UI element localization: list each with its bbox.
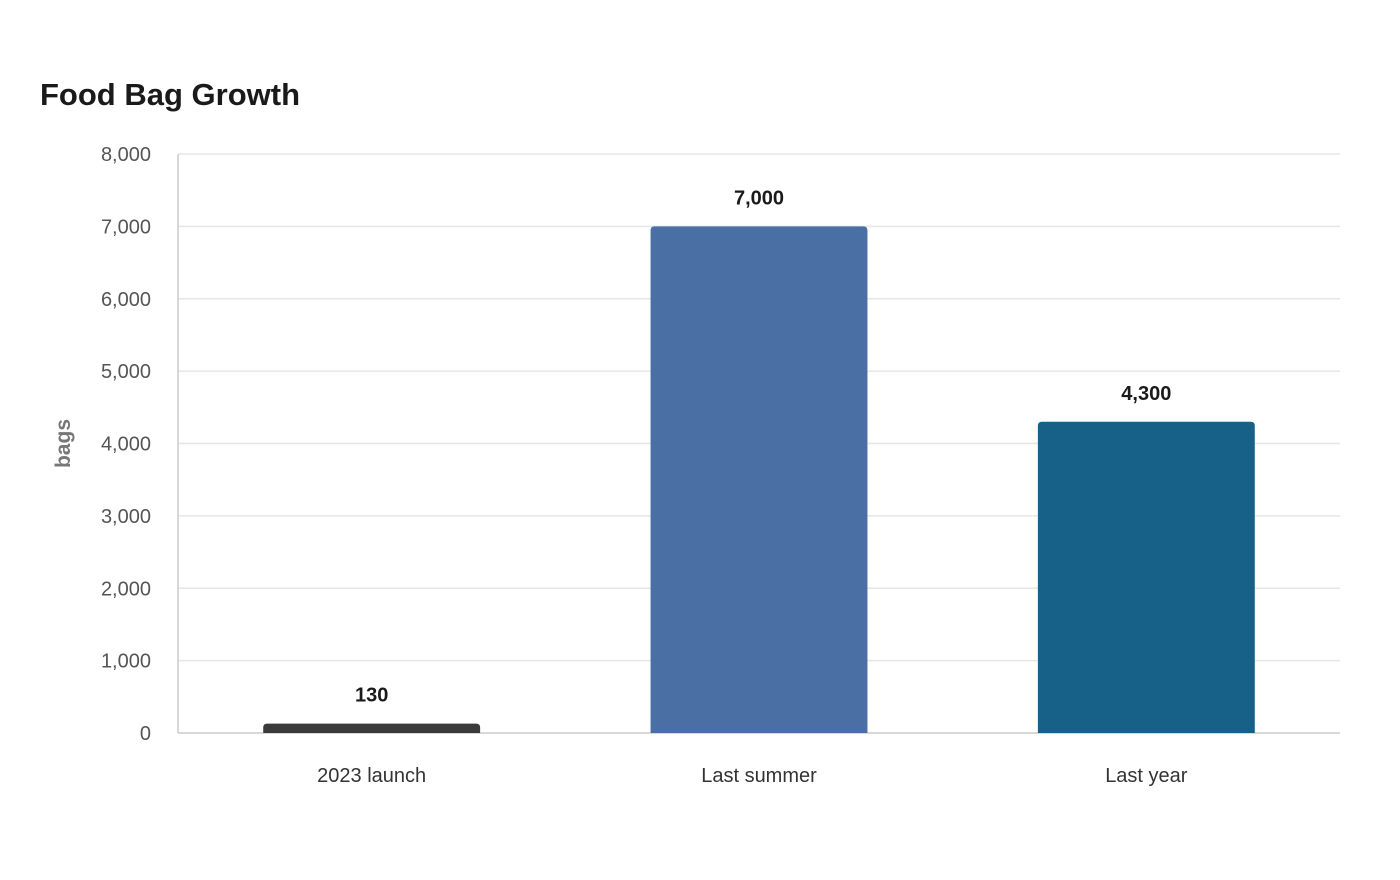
category-label: Last year [1105, 765, 1188, 787]
bars [263, 226, 1255, 733]
data-label: 7,000 [734, 187, 784, 209]
y-tick-label: 1,000 [101, 651, 151, 673]
y-tick-label: 6,000 [101, 289, 151, 311]
chart-title: Food Bag Growth [40, 77, 301, 112]
bar [650, 226, 868, 733]
data-label: 4,300 [1121, 383, 1171, 405]
y-axis-title: bags [52, 419, 75, 468]
bar [1037, 421, 1255, 733]
category-labels: 2023 launch Last summer Last year [317, 765, 1188, 787]
data-labels: 130 7,000 4,300 [355, 187, 1171, 706]
data-label: 130 [355, 685, 388, 707]
y-tick-label: 4,000 [101, 434, 151, 456]
category-label: 2023 launch [317, 765, 426, 787]
bar [263, 723, 481, 733]
y-tick-label: 5,000 [101, 361, 151, 383]
y-tick-labels: 0 1,000 2,000 3,000 4,000 5,000 6,000 7,000 8,00… [101, 144, 151, 745]
y-tick-label: 3,000 [101, 506, 151, 528]
category-label: Last summer [701, 765, 817, 787]
y-tick-label: 7,000 [101, 216, 151, 238]
y-tick-label: 8,000 [101, 144, 151, 166]
y-tick-label: 0 [140, 723, 151, 745]
y-tick-label: 2,000 [101, 578, 151, 600]
